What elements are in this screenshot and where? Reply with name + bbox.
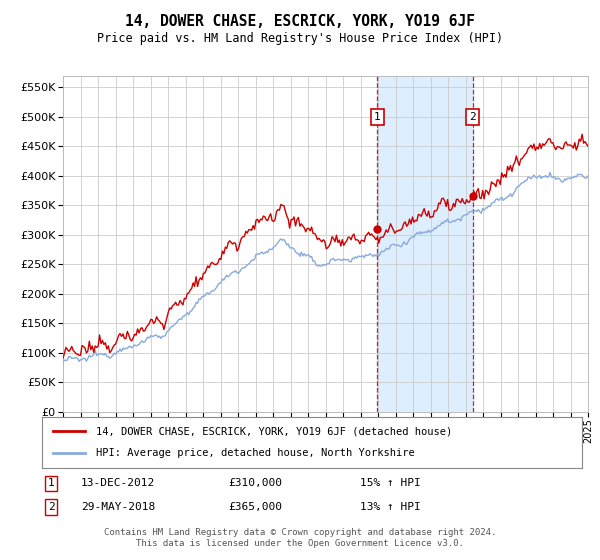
Text: 2: 2 xyxy=(47,502,55,512)
Text: 29-MAY-2018: 29-MAY-2018 xyxy=(81,502,155,512)
Text: 1: 1 xyxy=(47,478,55,488)
Text: 13-DEC-2012: 13-DEC-2012 xyxy=(81,478,155,488)
Text: 2: 2 xyxy=(469,112,476,122)
Text: 14, DOWER CHASE, ESCRICK, YORK, YO19 6JF: 14, DOWER CHASE, ESCRICK, YORK, YO19 6JF xyxy=(125,14,475,29)
Text: 1: 1 xyxy=(374,112,380,122)
Text: £310,000: £310,000 xyxy=(228,478,282,488)
Text: 14, DOWER CHASE, ESCRICK, YORK, YO19 6JF (detached house): 14, DOWER CHASE, ESCRICK, YORK, YO19 6JF… xyxy=(96,426,452,436)
Text: HPI: Average price, detached house, North Yorkshire: HPI: Average price, detached house, Nort… xyxy=(96,449,415,459)
Text: 13% ↑ HPI: 13% ↑ HPI xyxy=(360,502,421,512)
Text: 15% ↑ HPI: 15% ↑ HPI xyxy=(360,478,421,488)
Text: £365,000: £365,000 xyxy=(228,502,282,512)
Bar xyxy=(377,76,473,412)
Text: Price paid vs. HM Land Registry's House Price Index (HPI): Price paid vs. HM Land Registry's House … xyxy=(97,32,503,45)
Text: Contains HM Land Registry data © Crown copyright and database right 2024.
This d: Contains HM Land Registry data © Crown c… xyxy=(104,528,496,548)
